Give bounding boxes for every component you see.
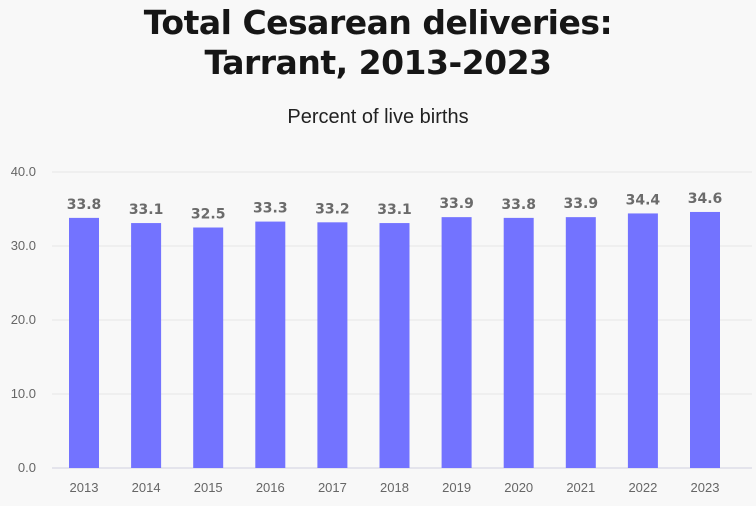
data-label: 33.3 [253, 201, 288, 217]
x-tick-label: 2022 [628, 480, 657, 495]
data-label: 33.2 [315, 201, 350, 217]
chart-subtitle: Percent of live births [287, 106, 469, 128]
y-tick-label: 40.0 [11, 164, 36, 179]
x-tick-label: 2014 [132, 480, 161, 495]
bar [69, 217, 99, 468]
data-label: 33.9 [564, 196, 599, 212]
x-tick-label: 2021 [566, 480, 595, 495]
x-tick-label: 2013 [70, 480, 99, 495]
data-label: 33.8 [67, 197, 102, 213]
bar [317, 222, 348, 468]
data-label: 34.6 [688, 191, 723, 207]
data-label: 33.1 [129, 202, 164, 218]
x-tick-label: 2019 [442, 480, 471, 495]
x-tick-label: 2016 [256, 480, 285, 495]
y-tick-label: 10.0 [11, 386, 36, 401]
x-tick-label: 2018 [380, 480, 409, 495]
data-label: 34.4 [626, 192, 661, 208]
data-label: 33.1 [377, 202, 412, 218]
bar [131, 223, 162, 468]
bar [503, 217, 534, 468]
x-tick-label: 2020 [504, 480, 533, 495]
bar [627, 213, 658, 468]
bar [565, 217, 596, 468]
chart-title-line-1: Total Cesarean deliveries: [143, 3, 613, 42]
y-tick-label: 0.0 [18, 460, 36, 475]
x-tick-label: 2015 [194, 480, 223, 495]
bar [379, 223, 410, 468]
bar [690, 211, 720, 468]
x-tick-label: 2017 [318, 480, 347, 495]
chart-title-line-2: Tarrant, 2013-2023 [204, 43, 552, 82]
bar [441, 217, 472, 468]
bar [193, 227, 224, 468]
y-tick-label: 20.0 [11, 312, 36, 327]
data-label: 33.8 [501, 197, 536, 213]
data-label: 32.5 [191, 207, 226, 223]
data-label: 33.9 [439, 196, 474, 212]
bar [255, 221, 286, 468]
y-tick-label: 30.0 [11, 238, 36, 253]
x-tick-label: 2023 [691, 480, 720, 495]
